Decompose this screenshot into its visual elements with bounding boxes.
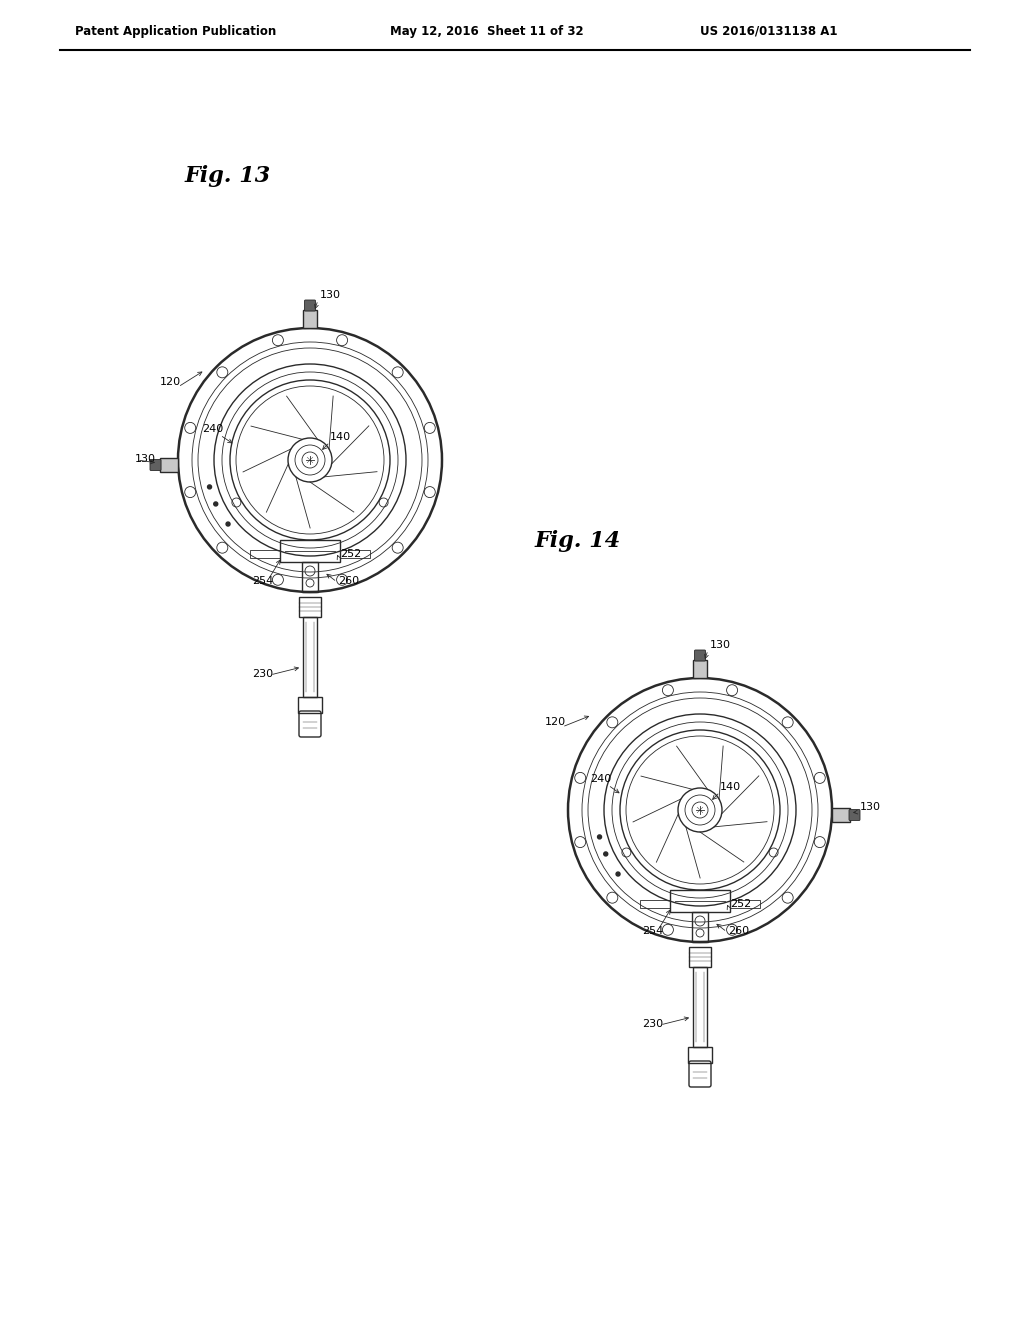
Bar (688, 1047, 712, 1063)
Text: 130: 130 (319, 290, 341, 300)
Bar (298, 697, 322, 713)
Text: 130: 130 (860, 803, 881, 812)
Text: US 2016/0131138 A1: US 2016/0131138 A1 (700, 25, 838, 38)
Bar (730, 900, 760, 908)
Text: Patent Application Publication: Patent Application Publication (75, 25, 276, 38)
Circle shape (598, 836, 601, 840)
Text: 252: 252 (340, 549, 361, 558)
Text: 130: 130 (135, 454, 156, 465)
Text: Fig. 14: Fig. 14 (535, 531, 622, 552)
Text: 230: 230 (252, 669, 273, 678)
Bar (670, 890, 730, 912)
Text: May 12, 2016  Sheet 11 of 32: May 12, 2016 Sheet 11 of 32 (390, 25, 584, 38)
Text: 254: 254 (642, 927, 664, 936)
Text: 140: 140 (720, 781, 741, 792)
Circle shape (604, 851, 607, 855)
Circle shape (208, 484, 212, 488)
Text: 230: 230 (642, 1019, 664, 1030)
Text: 120: 120 (160, 378, 181, 387)
Bar (689, 946, 711, 968)
Bar (693, 968, 707, 1047)
Text: 260: 260 (728, 927, 750, 936)
Bar (299, 597, 321, 616)
FancyBboxPatch shape (849, 809, 860, 821)
Bar (692, 912, 708, 942)
FancyBboxPatch shape (694, 649, 706, 661)
FancyBboxPatch shape (304, 300, 315, 312)
Text: Fig. 13: Fig. 13 (185, 165, 271, 187)
Text: 140: 140 (330, 432, 351, 442)
Circle shape (226, 521, 230, 527)
Bar (693, 660, 707, 678)
Bar (160, 458, 178, 473)
FancyBboxPatch shape (150, 459, 161, 470)
Bar (640, 900, 670, 908)
Text: 240: 240 (202, 424, 223, 434)
Bar (340, 549, 370, 557)
Text: 120: 120 (545, 717, 566, 727)
Circle shape (214, 502, 218, 506)
Circle shape (616, 873, 621, 876)
Text: 260: 260 (338, 576, 359, 586)
Text: 130: 130 (710, 640, 731, 649)
Bar (302, 562, 318, 591)
Bar (250, 549, 280, 557)
Bar (831, 808, 850, 822)
Bar (280, 540, 340, 562)
Text: 252: 252 (730, 899, 752, 909)
Text: 240: 240 (590, 774, 611, 784)
Bar (303, 616, 317, 697)
Text: 254: 254 (252, 576, 273, 586)
Bar (303, 310, 317, 327)
